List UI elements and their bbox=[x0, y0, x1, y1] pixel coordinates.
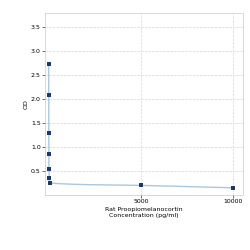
X-axis label: Rat Proopiomelanocortin
Concentration (pg/ml): Rat Proopiomelanocortin Concentration (p… bbox=[105, 207, 182, 218]
Y-axis label: OD: OD bbox=[23, 99, 28, 109]
